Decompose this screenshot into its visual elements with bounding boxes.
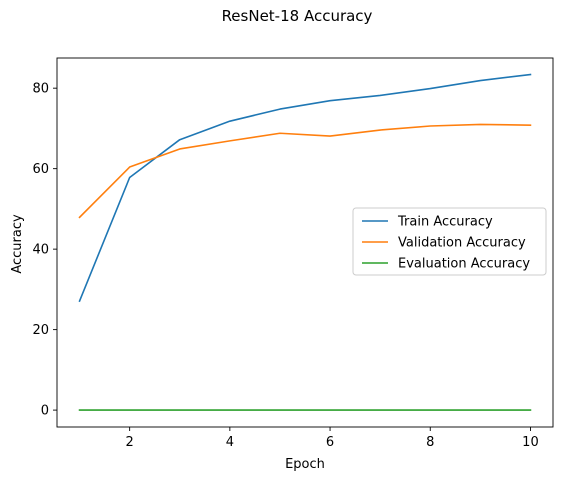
y-axis-label: Accuracy	[10, 214, 25, 274]
legend-label-1: Train Accuracy	[397, 215, 493, 230]
y-tick-label: 80	[32, 82, 49, 97]
legend-box	[352, 207, 547, 276]
legend-label-2: Validation Accuracy	[398, 236, 526, 251]
chart-title: ResNet-18 Accuracy	[222, 7, 373, 25]
series-line-2	[78, 123, 532, 219]
x-tick-label: 8	[426, 435, 434, 450]
legend: Train Accuracy Validation Accuracy Evaluat…	[352, 207, 547, 276]
axes-frame	[56, 57, 554, 428]
x-tick-label: 10	[522, 435, 539, 450]
y-tick-label: 20	[32, 323, 49, 338]
legend-label-3: Evaluation Accuracy	[398, 257, 530, 272]
x-tick-label: 2	[126, 435, 134, 450]
y-tick-label: 60	[32, 162, 49, 177]
y-tick-label: 0	[41, 404, 49, 419]
plot-area: 2 4 6 8 10 0 20 40 60 80	[32, 57, 554, 450]
x-axis-label: Epoch	[285, 457, 325, 472]
y-tick-label: 40	[32, 243, 49, 258]
x-tick-label: 6	[326, 435, 334, 450]
x-tick-label: 4	[226, 435, 234, 450]
